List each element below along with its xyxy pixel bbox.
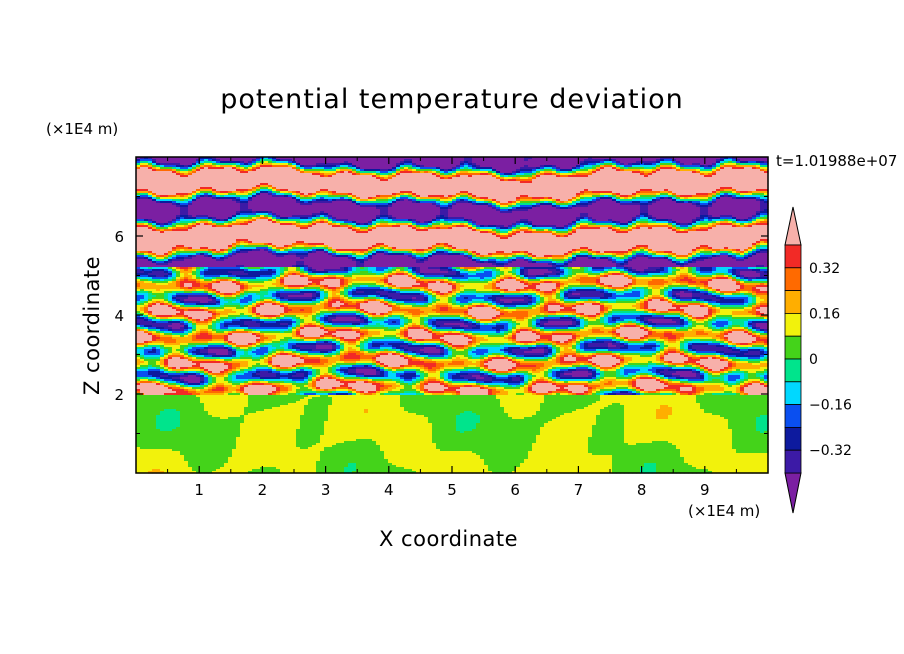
contour-field <box>136 157 769 474</box>
